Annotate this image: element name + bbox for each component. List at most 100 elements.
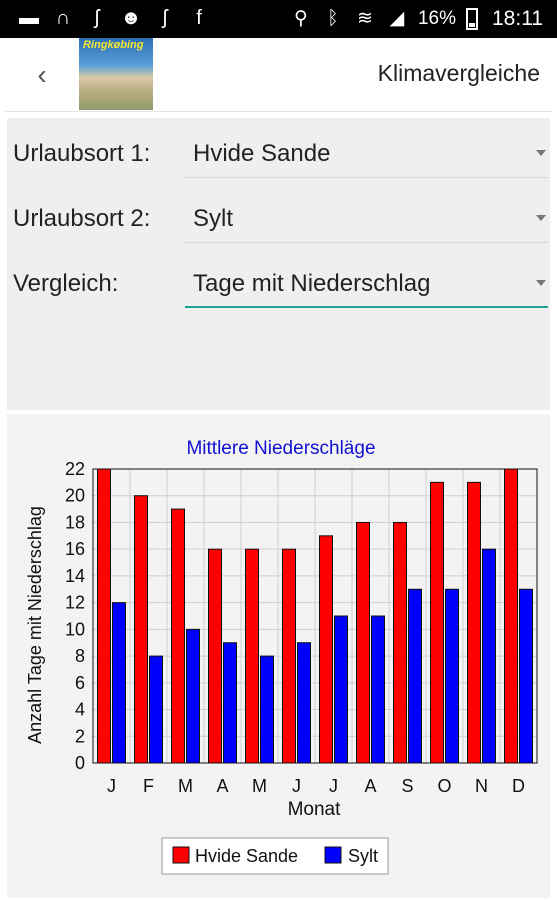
bar-sylt <box>149 655 163 764</box>
bar-hvide-sande <box>319 535 333 764</box>
place1-dropdown[interactable]: Hvide Sande <box>185 122 548 178</box>
app-bar: ‹ Ringkøbing Klimavergleiche <box>5 38 552 112</box>
bar-sylt <box>371 615 385 764</box>
place2-row: Urlaubsort 2: Sylt <box>7 187 550 247</box>
precipitation-chart: Mittlere Niederschläge Anzahl Tage mit N… <box>25 438 538 875</box>
bar-sylt <box>112 602 126 764</box>
y-tick-label: 16 <box>65 539 85 559</box>
y-tick-label: 8 <box>75 646 85 666</box>
x-tick-label: S <box>401 776 413 796</box>
wifi-icon: ≋ <box>357 8 373 29</box>
legend-label-sylt: Sylt <box>348 846 378 866</box>
x-tick-label: M <box>252 776 267 796</box>
place2-dropdown[interactable]: Sylt <box>185 187 548 243</box>
x-axis-label: Monat <box>288 799 342 820</box>
bar-hvide-sande <box>282 548 296 764</box>
x-tick-label: J <box>329 776 338 796</box>
battery-percent: 16% <box>417 8 456 29</box>
legend-label-hvide-sande: Hvide Sande <box>195 846 298 866</box>
bar-hvide-sande <box>208 548 222 764</box>
dropdown-arrow-icon <box>536 215 546 221</box>
bar-sylt <box>223 642 237 764</box>
bar-sylt <box>482 548 496 764</box>
y-tick-label: 10 <box>65 619 85 639</box>
y-tick-label: 18 <box>65 512 85 532</box>
bar-hvide-sande <box>134 495 148 764</box>
bar-sylt <box>186 628 200 764</box>
headset-icon: ∩ <box>55 7 71 29</box>
bar-hvide-sande <box>97 468 111 764</box>
back-button[interactable]: ‹ <box>37 59 47 90</box>
x-tick-label: J <box>107 776 116 796</box>
x-tick-label: A <box>364 776 376 796</box>
footprints-icon: ʃ <box>162 7 168 29</box>
compare-dropdown[interactable]: Tage mit Niederschlag <box>185 252 548 308</box>
y-tick-label: 20 <box>65 486 85 506</box>
y-tick-labels: 0 2 4 6 8 10 12 14 16 18 20 22 <box>65 459 85 773</box>
page-title: Klimavergleiche <box>377 60 540 86</box>
place1-label: Urlaubsort 1: <box>13 140 151 167</box>
bar-hvide-sande <box>245 548 259 764</box>
bars <box>97 468 533 764</box>
signal-icon: ◢ <box>389 8 405 29</box>
place2-label: Urlaubsort 2: <box>13 205 151 232</box>
battery-icon <box>466 8 478 30</box>
y-tick-label: 6 <box>75 673 85 693</box>
dropdown-arrow-icon <box>536 150 546 156</box>
facebook-icon: f <box>196 7 202 29</box>
system-icons: ⚲ ᛒ ≋ ◢ 16% 18:11 <box>290 7 543 31</box>
bar-sylt <box>445 588 459 764</box>
bar-hvide-sande <box>430 481 444 764</box>
x-tick-label: A <box>216 776 228 796</box>
dropdown-arrow-icon <box>536 280 546 286</box>
destination-thumbnail: Ringkøbing <box>79 38 153 110</box>
chart-panel: Mittlere Niederschläge Anzahl Tage mit N… <box>7 414 550 898</box>
place1-row: Urlaubsort 1: Hvide Sande <box>7 122 550 182</box>
bar-hvide-sande <box>171 508 185 764</box>
y-tick-label: 0 <box>75 753 85 773</box>
legend: Hvide Sande Sylt <box>161 837 389 875</box>
notification-icons: ▬ ∩ ʃ ☻ ʃ f <box>18 7 210 29</box>
bluetooth-icon: ᛒ <box>327 8 339 29</box>
y-tick-label: 22 <box>65 459 85 479</box>
message-icon: ▬ <box>19 7 39 29</box>
legend-box <box>161 837 389 875</box>
place2-value: Sylt <box>193 205 234 232</box>
bar-sylt <box>408 588 422 764</box>
x-tick-label: J <box>292 776 301 796</box>
location-icon: ⚲ <box>294 8 308 29</box>
bar-hvide-sande <box>467 481 481 764</box>
bar-hvide-sande <box>356 521 370 764</box>
y-tick-label: 4 <box>75 700 85 720</box>
chart-title: Mittlere Niederschläge <box>186 438 375 459</box>
status-bar: ▬ ∩ ʃ ☻ ʃ f ⚲ ᛒ ≋ ◢ 16% 18:11 <box>0 0 557 38</box>
selection-panel: Urlaubsort 1: Hvide Sande Urlaubsort 2: … <box>7 118 550 410</box>
bar-hvide-sande <box>504 468 518 764</box>
place1-value: Hvide Sande <box>193 140 331 167</box>
footprints-icon: ʃ <box>94 7 100 29</box>
x-tick-label: O <box>437 776 451 796</box>
thumbnail-text: Ringkøbing <box>83 39 144 51</box>
baby-icon: ☻ <box>120 7 142 29</box>
compare-value: Tage mit Niederschlag <box>193 270 431 297</box>
x-tick-label: F <box>143 776 154 796</box>
legend-swatch-sylt <box>324 846 342 864</box>
compare-row: Vergleich: Tage mit Niederschlag <box>7 252 550 312</box>
legend-swatch-hvide-sande <box>172 846 190 864</box>
bar-hvide-sande <box>393 521 407 764</box>
y-tick-label: 14 <box>65 566 85 586</box>
compare-label: Vergleich: <box>13 270 119 297</box>
clock: 18:11 <box>492 7 543 30</box>
plot-frame <box>92 468 538 764</box>
x-tick-label: D <box>512 776 525 796</box>
y-axis-label: Anzahl Tage mit Niederschlag <box>25 506 45 744</box>
y-tick-label: 12 <box>65 593 85 613</box>
x-tick-label: M <box>178 776 193 796</box>
bar-sylt <box>297 642 311 764</box>
x-tick-label: N <box>475 776 488 796</box>
bar-sylt <box>519 588 533 764</box>
bar-sylt <box>260 655 274 764</box>
y-tick-label: 2 <box>75 726 85 746</box>
bar-sylt <box>334 615 348 764</box>
